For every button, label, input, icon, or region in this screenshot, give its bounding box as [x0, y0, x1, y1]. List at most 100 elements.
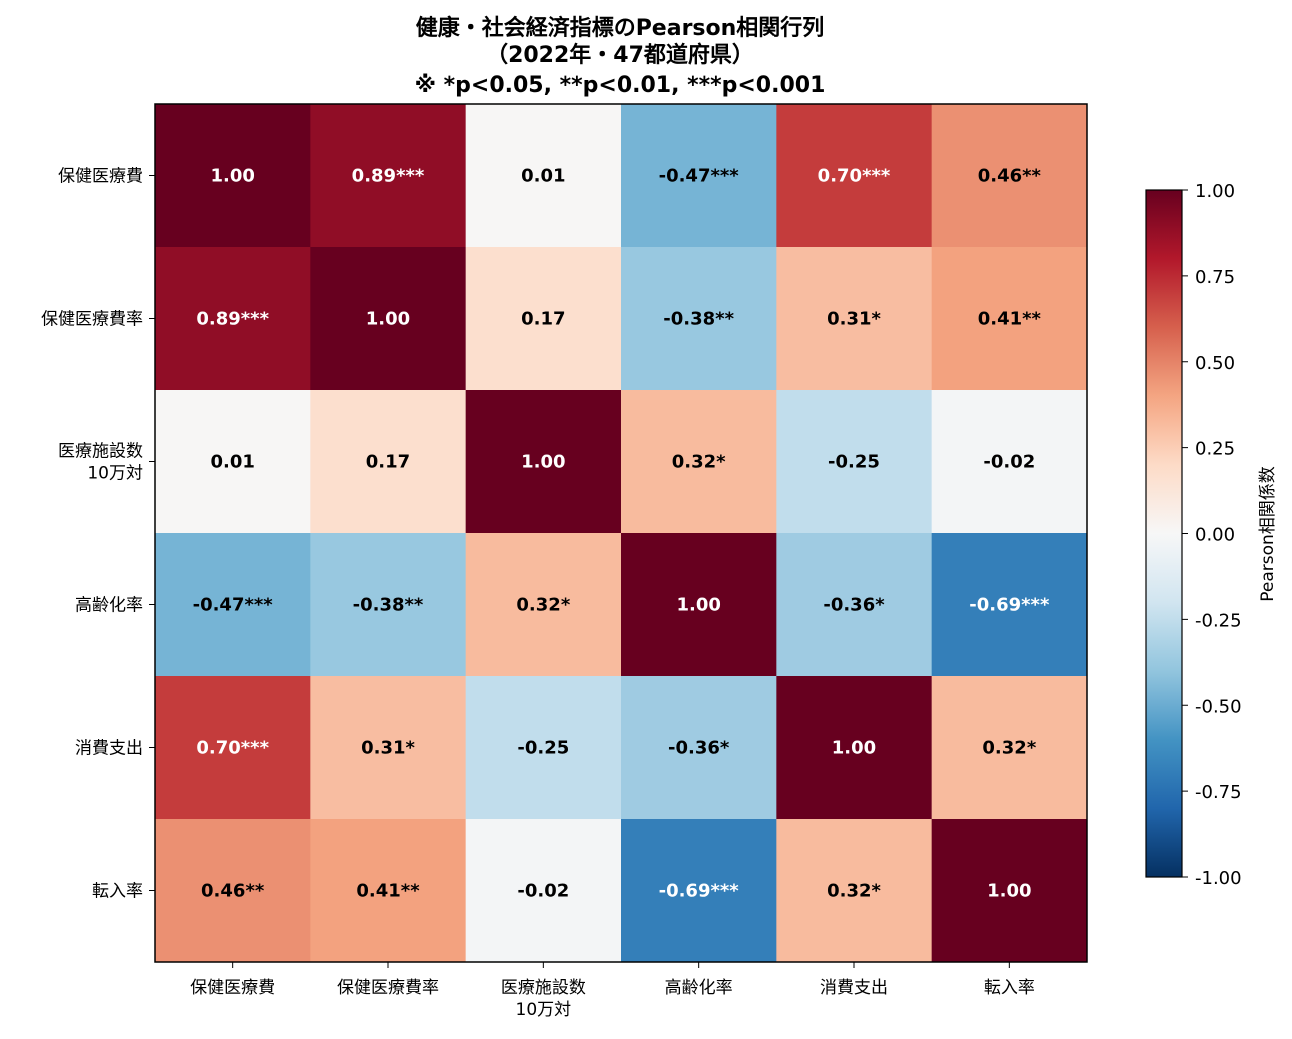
- heatmap-cell: [465, 247, 622, 391]
- y-tick-label: 転入率: [92, 882, 143, 902]
- heatmap-cell: [776, 533, 933, 677]
- cell-value-label: 0.32*: [672, 452, 726, 473]
- cell-value-label: -0.25: [517, 738, 569, 759]
- cell-value-label: 1.00: [366, 309, 410, 330]
- x-tick-label: 消費支出: [820, 978, 888, 998]
- heatmap-cell: [931, 819, 1088, 963]
- heatmap-cell: [621, 819, 777, 963]
- heatmap-cell: [155, 676, 311, 820]
- cell-value-label: 0.32*: [827, 881, 881, 902]
- colorbar-tick-label: -0.50: [1195, 696, 1242, 717]
- x-tick-label: 医療施設数 10万対: [501, 978, 586, 1020]
- heatmap-cell: [155, 390, 311, 534]
- heatmap-cell: [931, 104, 1088, 248]
- heatmap-cell: [931, 390, 1088, 534]
- chart-title-line-3: ※ *p<0.05, **p<0.01, ***p<0.001: [415, 73, 826, 98]
- cell-value-label: 0.01: [210, 452, 254, 473]
- colorbar-tick-label: 1.00: [1195, 181, 1235, 202]
- cell-value-label: 1.00: [987, 881, 1031, 902]
- cell-value-label: -0.36*: [823, 595, 885, 616]
- cell-value-label: 1.00: [521, 452, 565, 473]
- colorbar-tick-label: -1.00: [1195, 868, 1242, 889]
- heatmap-cell: [310, 676, 467, 820]
- cell-value-label: 0.46**: [201, 881, 265, 902]
- cell-value-label: -0.69***: [969, 595, 1050, 616]
- cell-value-label: -0.69***: [659, 881, 740, 902]
- cell-value-label: 1.00: [832, 738, 876, 759]
- heatmap-cell: [931, 676, 1088, 820]
- y-tick-label: 保健医療費率: [41, 310, 143, 330]
- y-tick-label: 高齢化率: [75, 596, 143, 616]
- cell-value-label: -0.25: [828, 452, 880, 473]
- heatmap-cell: [776, 247, 933, 391]
- colorbar-tick-label: -0.25: [1195, 610, 1242, 631]
- cell-value-label: -0.47***: [659, 166, 740, 187]
- heatmap-cell: [155, 533, 311, 677]
- cell-value-label: 0.17: [521, 309, 565, 330]
- cell-value-label: -0.38**: [663, 309, 734, 330]
- cell-value-label: 0.17: [366, 452, 410, 473]
- chart-title-line-1: 健康・社会経済指標のPearson相関行列: [416, 15, 825, 41]
- heatmap-cell: [621, 676, 777, 820]
- cell-value-label: 0.31*: [361, 738, 415, 759]
- heatmap-cell: [776, 390, 933, 534]
- cell-value-label: 0.89***: [352, 166, 425, 187]
- cell-value-label: -0.02: [983, 452, 1035, 473]
- cell-value-label: -0.36*: [668, 738, 730, 759]
- y-tick-label: 保健医療費: [58, 167, 143, 187]
- colorbar-tick-label: -0.75: [1195, 782, 1242, 803]
- colorbar-tick-label: 0.25: [1195, 439, 1235, 460]
- heatmap-cell: [931, 247, 1088, 391]
- cell-value-label: 0.31*: [827, 309, 881, 330]
- heatmap-cell: [310, 533, 467, 677]
- heatmap-cell: [621, 390, 777, 534]
- heatmap-cell: [776, 819, 933, 963]
- cell-value-label: -0.38**: [353, 595, 424, 616]
- heatmap-cell: [155, 104, 311, 248]
- heatmap-cell: [465, 533, 622, 677]
- heatmap-cell: [465, 104, 622, 248]
- cell-value-label: 0.89***: [196, 309, 269, 330]
- y-tick-label: 消費支出: [75, 739, 143, 759]
- heatmap-cell: [931, 533, 1088, 677]
- cell-value-label: 0.46**: [978, 166, 1042, 187]
- cell-value-label: 1.00: [210, 166, 254, 187]
- cell-value-label: -0.47***: [193, 595, 274, 616]
- cell-value-label: 0.01: [521, 166, 565, 187]
- x-axis-ticks: 保健医療費 保健医療費率 医療施設数 10万対 高齢化率 消費支出 転入率: [190, 962, 1035, 1020]
- plot-frame: [154, 103, 1088, 963]
- heatmap-cell: [310, 104, 467, 248]
- x-tick-label: 保健医療費率: [337, 978, 439, 998]
- colorbar: 1.00 0.75 0.50 0.25 0.00 -0.25 -0.50 -0.75 -1.00…: [1145, 181, 1278, 889]
- cell-value-label: 0.70***: [196, 738, 269, 759]
- colorbar-label: Pearson相関係数: [1258, 466, 1278, 602]
- cell-value-label: 1.00: [676, 595, 720, 616]
- heatmap-cell-labels: 1.00 0.89*** 0.01 -0.47*** 0.70*** 0.46** 0.89…: [193, 166, 1050, 902]
- chart-title: 健康・社会経済指標のPearson相関行列 （2022年・47都道府県） ※ *…: [415, 15, 826, 98]
- chart-title-line-2: （2022年・47都道府県）: [486, 42, 754, 68]
- heatmap-cell: [621, 247, 777, 391]
- colorbar-tick-label: 0.50: [1195, 353, 1235, 374]
- cell-value-label: -0.02: [517, 881, 569, 902]
- colorbar-tick-label: 0.00: [1195, 525, 1235, 546]
- colorbar-tick-label: 0.75: [1195, 267, 1235, 288]
- heatmap-cell: [310, 819, 467, 963]
- heatmap-cell: [776, 104, 933, 248]
- colorbar-ticks: 1.00 0.75 0.50 0.25 0.00 -0.25 -0.50 -0.75 -1.00: [1182, 181, 1242, 889]
- cell-value-label: 0.41**: [978, 309, 1042, 330]
- cell-value-label: 0.32*: [516, 595, 570, 616]
- heatmap-cell: [155, 819, 311, 963]
- heatmap-cell: [310, 390, 467, 534]
- heatmap-cell: [465, 676, 622, 820]
- x-tick-label: 高齢化率: [665, 978, 733, 998]
- heatmap-cell: [155, 247, 311, 391]
- cell-value-label: 0.70***: [818, 166, 891, 187]
- heatmap-cell: [776, 676, 933, 820]
- heatmap-cell: [465, 390, 622, 534]
- y-tick-label: 医療施設数 10万対: [58, 442, 143, 484]
- x-tick-label: 転入率: [984, 978, 1035, 998]
- colorbar-gradient: [1145, 189, 1183, 878]
